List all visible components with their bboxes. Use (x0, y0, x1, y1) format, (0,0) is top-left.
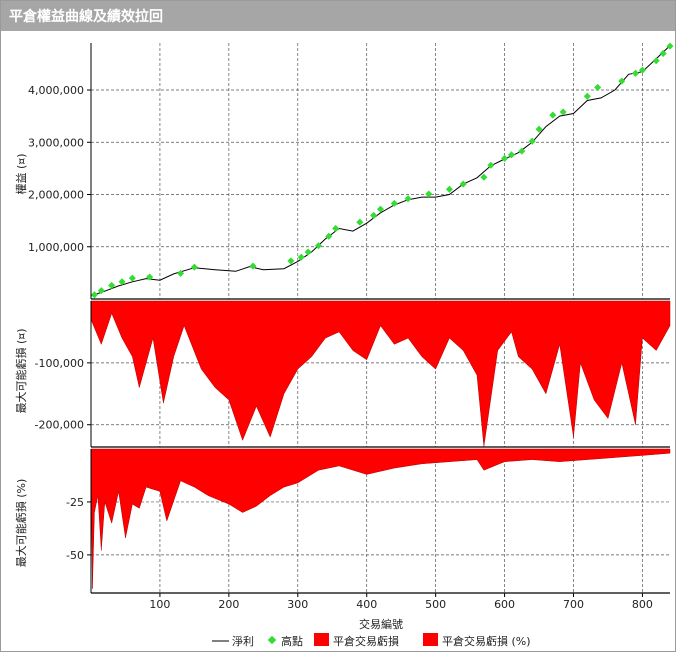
high-point-marker (459, 180, 467, 188)
title-bar: 平倉權益曲線及績效拉回 (1, 1, 675, 31)
high-point-marker (370, 211, 378, 219)
high-point-marker (404, 195, 412, 203)
high-point-marker (118, 278, 126, 286)
high-point-marker (618, 77, 626, 85)
high-point-marker (287, 257, 295, 265)
high-point-marker (314, 242, 322, 250)
high-point-marker (297, 253, 305, 261)
x-tick-label: 300 (287, 598, 308, 611)
high-point-marker (356, 218, 364, 226)
legend: 淨利 高點 平倉交易虧損 平倉交易虧損 (%) (212, 633, 531, 648)
x-tick-label: 400 (356, 598, 377, 611)
high-point-marker (190, 263, 198, 271)
y-tick-label: -100,000 (35, 357, 84, 370)
high-point-marker (97, 287, 105, 295)
high-point-marker (249, 262, 257, 270)
y-tick-label: -25 (66, 496, 84, 509)
drawdown-y-label: 最大可能虧損 (¤) (14, 328, 28, 413)
high-point-marker (652, 57, 660, 65)
y-tick-label: 3,000,000 (28, 136, 84, 149)
equity-panel: 1,000,000 2,000,000 3,000,000 4,000,000 (28, 42, 674, 300)
high-point-marker (501, 154, 509, 162)
legend-high: 高點 (281, 634, 303, 648)
y-tick-label: -200,000 (35, 419, 84, 432)
legend-diamond-swatch (267, 635, 277, 645)
drawdown-panel: -100,000 -200,000 (35, 300, 671, 448)
high-point-marker (535, 125, 543, 133)
high-point-marker (659, 49, 667, 57)
high-point-marker (304, 248, 312, 256)
x-tick-label: 100 (149, 598, 170, 611)
high-point-marker (390, 199, 398, 207)
high-point-marker (90, 291, 98, 299)
legend-loss-swatch (314, 633, 329, 646)
high-point-marker (594, 83, 602, 91)
high-point-marker (487, 161, 495, 169)
high-point-marker (177, 269, 185, 277)
high-point-marker (376, 205, 385, 213)
legend-loss: 平倉交易虧損 (333, 634, 399, 648)
net-profit-line (90, 45, 671, 297)
legend-net-profit: 淨利 (232, 635, 254, 648)
high-point-marker (549, 111, 557, 119)
y-tick-label: 2,000,000 (28, 189, 84, 202)
high-point-marker (332, 224, 340, 233)
x-tick-label: 500 (425, 598, 446, 611)
high-point-marker (325, 232, 333, 240)
equity-drawdown-chart: 1,000,000 2,000,000 3,000,000 4,000,000 -10… (14, 42, 674, 648)
high-point-marker (666, 42, 674, 50)
high-point-marker (480, 173, 488, 181)
high-point-marker (528, 137, 536, 145)
drawdown-area (90, 300, 671, 447)
high-point-marker (507, 151, 515, 159)
x-tick-label: 600 (494, 598, 515, 611)
y-tick-label: 1,000,000 (28, 241, 84, 254)
x-tick-label: 800 (632, 598, 653, 611)
drawdown-pct-y-label: 最大可能虧損 (%) (14, 479, 28, 568)
x-axis-label: 交易編號 (359, 617, 403, 631)
high-point-marker (425, 190, 433, 198)
equity-y-label: 權益 (¤) (14, 153, 28, 194)
legend-loss-pct-swatch (423, 633, 438, 646)
window-title: 平倉權益曲線及績效拉回 (9, 9, 163, 25)
legend-loss-pct: 平倉交易虧損 (%) (442, 634, 531, 648)
high-point-marker (108, 281, 116, 289)
high-point-marker (445, 185, 453, 193)
x-tick-label: 200 (218, 598, 239, 611)
high-point-marker (632, 69, 640, 77)
drawdown-pct-area (90, 448, 671, 589)
high-point-marker (128, 274, 136, 282)
high-point-marker (518, 147, 526, 155)
y-tick-label: -50 (66, 549, 84, 562)
x-tick-label: 700 (563, 598, 584, 611)
x-axis: 100 200 300 400 500 600 700 800 (149, 593, 653, 611)
drawdown-pct-panel: -25 -50 (66, 448, 671, 594)
high-point-marker (638, 66, 646, 74)
high-point-marker (583, 92, 591, 100)
y-tick-label: 4,000,000 (28, 84, 84, 97)
high-point-marker (146, 273, 154, 281)
high-point-marker (559, 108, 567, 116)
